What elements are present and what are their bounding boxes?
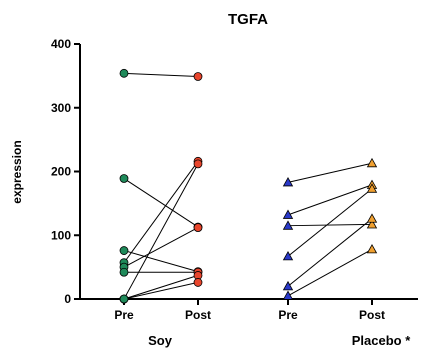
post-point [366, 213, 378, 223]
pair-line [123, 250, 199, 273]
post-point [366, 219, 378, 229]
x-tick-label: Pre [114, 308, 134, 322]
pair-line [123, 163, 199, 300]
post-point [366, 243, 378, 254]
x-tick-label: Post [359, 308, 385, 322]
pair-line [287, 188, 373, 257]
pair-line [287, 162, 373, 183]
pair-line [123, 161, 199, 263]
y-tick-label: 200 [51, 165, 71, 179]
x-tick-label: Pre [278, 308, 298, 322]
y-tick-label: 0 [64, 292, 71, 306]
pair-line [123, 274, 199, 300]
pre-point [282, 220, 294, 230]
plot-area: 0 100 200 300 400 Pre Post Pre Post Soy Placebo * [51, 37, 418, 348]
pair-line [123, 72, 199, 78]
pair-line [123, 178, 199, 228]
chart-title: TGFA [228, 11, 268, 28]
post-point [366, 157, 378, 168]
y-tick-label: 100 [51, 228, 71, 242]
post-point [193, 278, 203, 287]
pre-point [119, 68, 129, 78]
pre-point [282, 280, 294, 291]
y-tick-label: 400 [51, 37, 71, 51]
x-tick-label: Post [185, 308, 211, 322]
pre-point [282, 290, 294, 300]
post-point [193, 159, 203, 169]
pair-line [123, 227, 199, 268]
pair-line [287, 248, 373, 297]
y-tick-label: 300 [51, 101, 71, 115]
y-axis-label: expression [10, 140, 24, 203]
pre-point [119, 294, 129, 304]
group-label: Placebo * [352, 333, 411, 348]
pre-point [282, 250, 294, 261]
pre-point [282, 209, 294, 219]
group-label: Soy [148, 333, 173, 348]
pre-point [119, 246, 129, 255]
pair-line [287, 184, 373, 216]
post-point [366, 183, 378, 193]
pre-point [119, 267, 129, 277]
post-point [193, 223, 203, 233]
pair-line [123, 281, 199, 300]
pre-point [119, 174, 129, 183]
pair-line [287, 223, 373, 227]
pre-point [282, 177, 294, 187]
pair-line [287, 218, 373, 287]
post-point [193, 72, 203, 81]
